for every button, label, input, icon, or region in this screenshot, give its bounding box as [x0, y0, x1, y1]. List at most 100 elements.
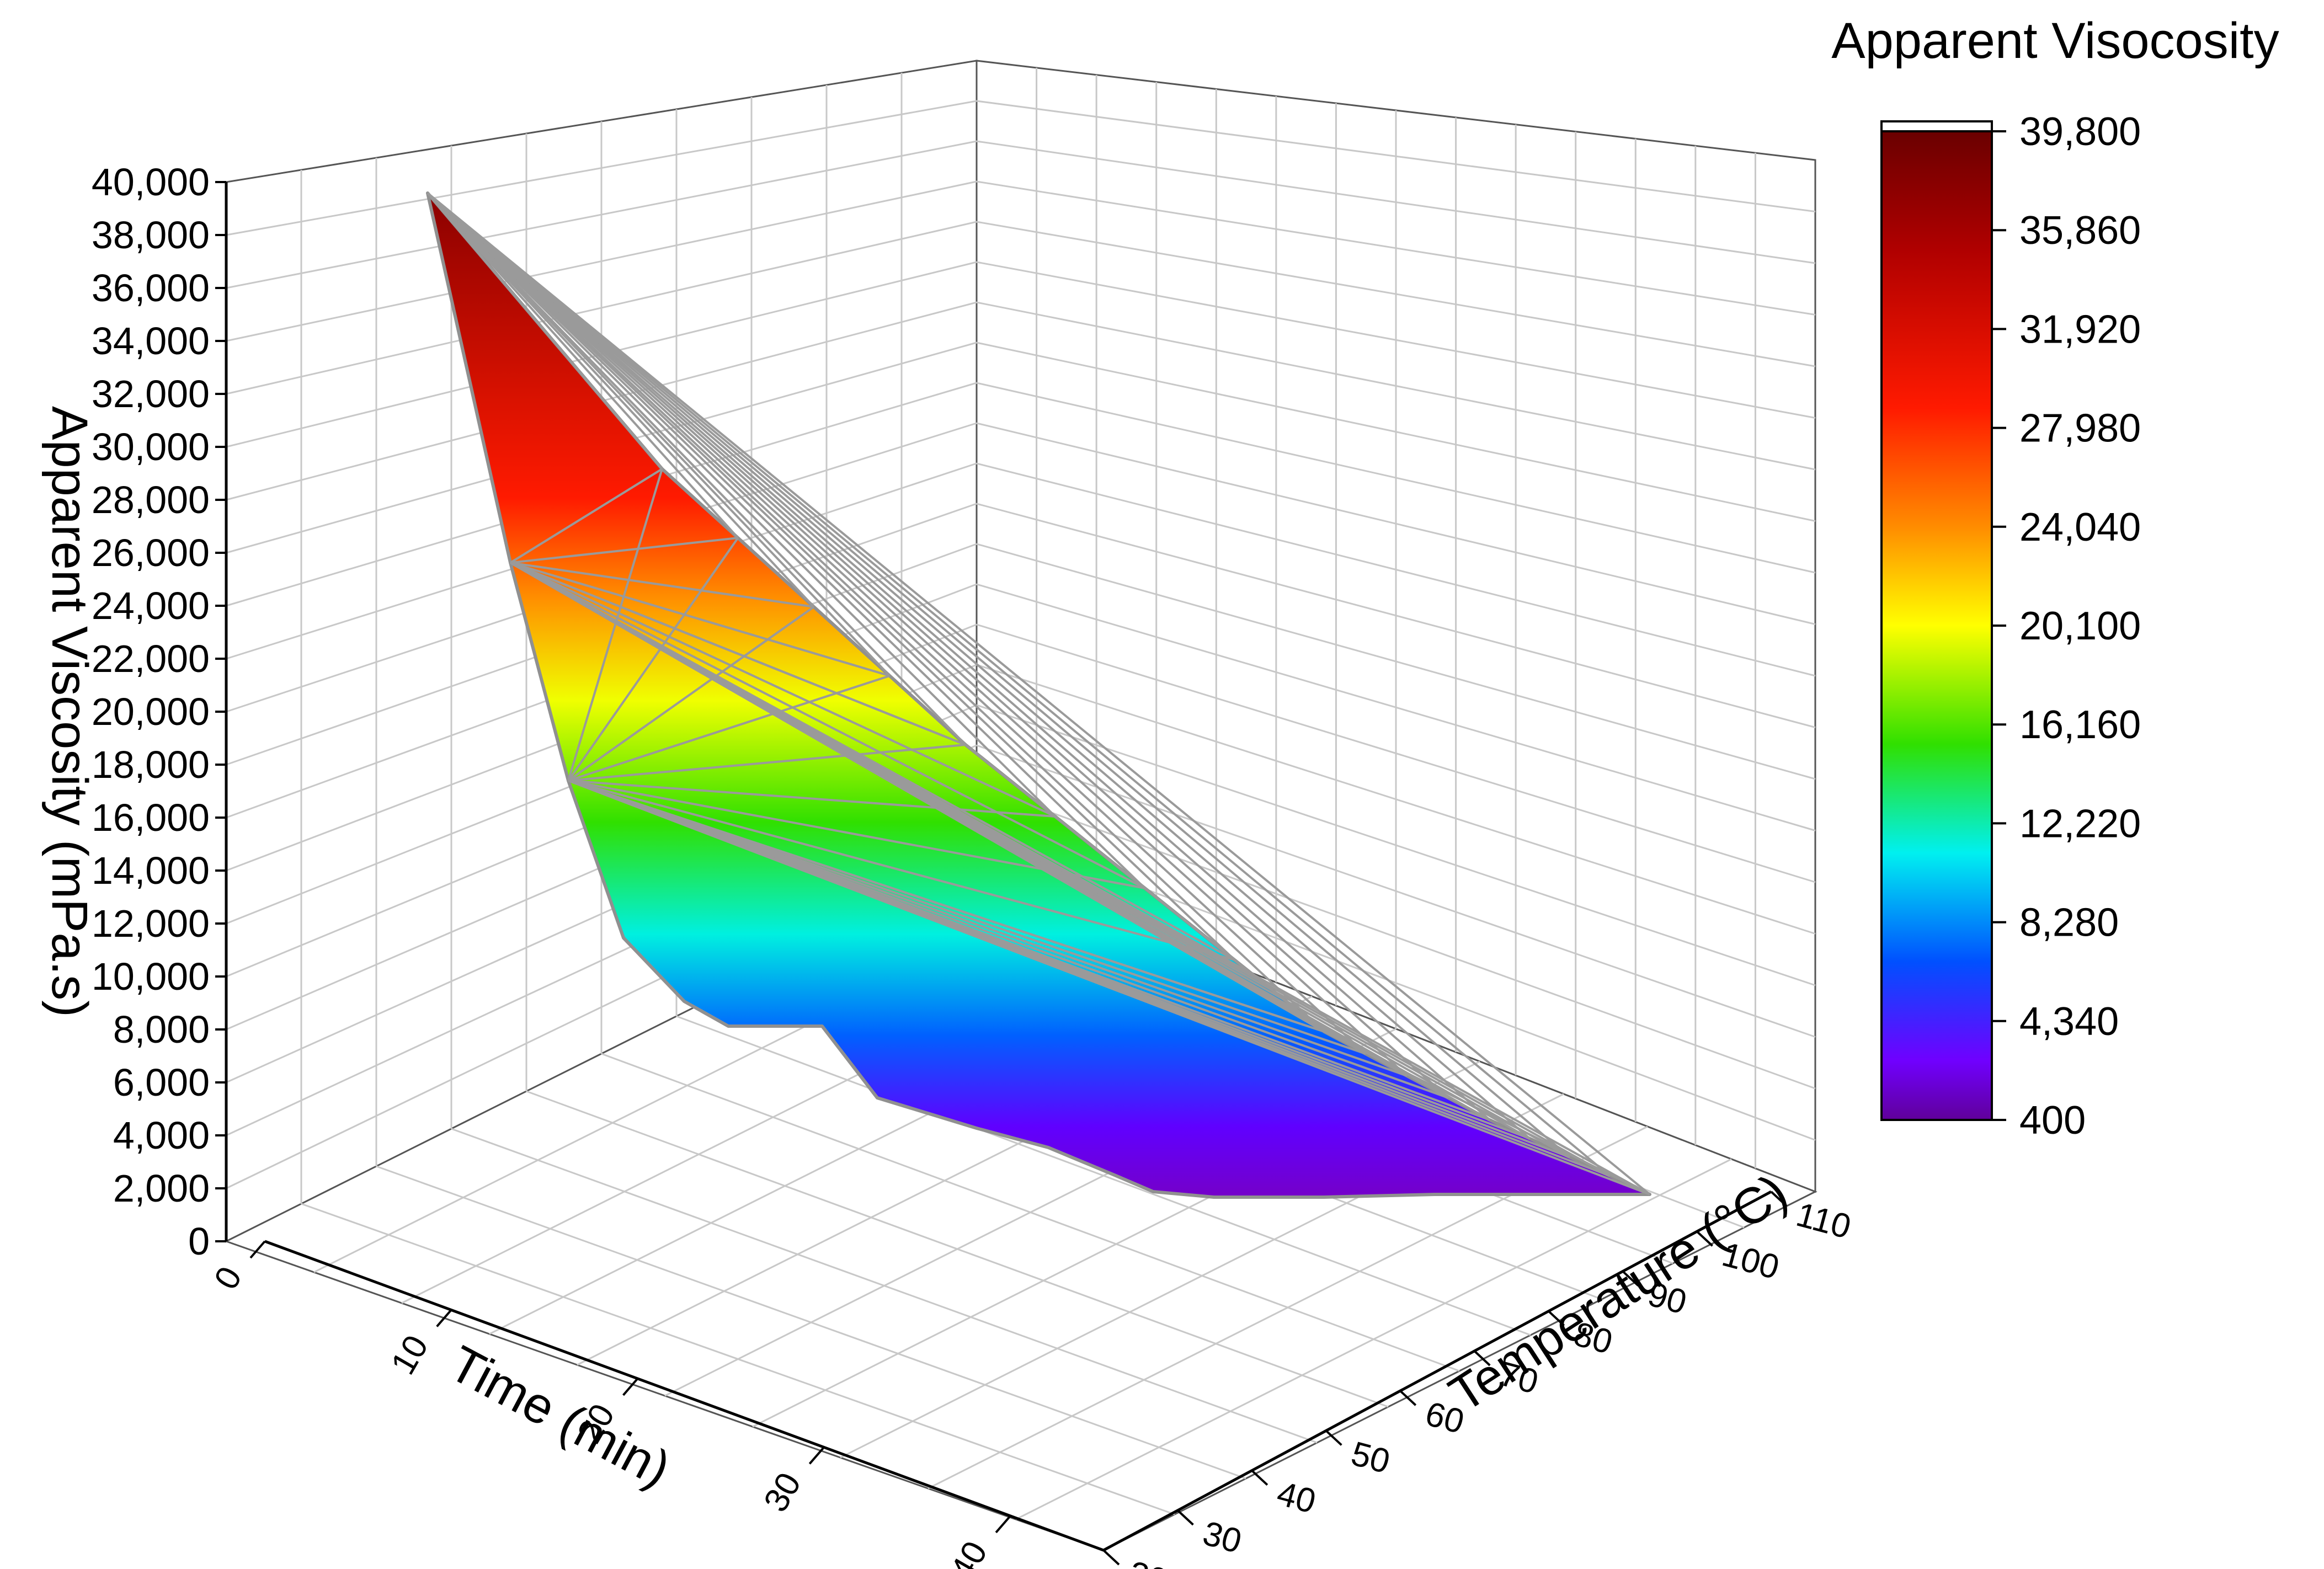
z-tick-label: 12,000: [92, 902, 210, 945]
z-tick-label: 26,000: [92, 531, 210, 574]
colorbar-tick-label: 16,160: [2019, 703, 2141, 747]
colorbar-tick-label: 12,220: [2019, 802, 2141, 846]
mesh-line-39: [568, 780, 1056, 818]
mesh-line-16: [427, 192, 1651, 1196]
z-tick-label: 2,000: [113, 1167, 210, 1210]
mesh-line-43: [568, 780, 1366, 1055]
mesh-line-38: [568, 744, 966, 782]
y-tick-mark-7: [1622, 1270, 1639, 1287]
mesh-line-41: [568, 780, 1235, 961]
x-tick-label: 30: [756, 1466, 808, 1518]
y-tick-label: 50: [1347, 1434, 1394, 1481]
y-tick-mark-2: [1251, 1470, 1268, 1486]
z-tick-label: 24,000: [92, 584, 210, 627]
colorbar: Apparent Visocosity 39,800 35,860 31,920 27…: [1831, 13, 2279, 1143]
x-tick-label: 40: [943, 1535, 995, 1569]
colorbar-tick-label: 35,860: [2019, 209, 2141, 253]
x-tick-mark-4: [995, 1515, 1011, 1534]
mesh-line-19: [510, 562, 814, 608]
z-tick-label: 4,000: [113, 1114, 210, 1157]
z-tick-label: 34,000: [92, 319, 210, 362]
colorbar-tick-label: 8,280: [2019, 901, 2119, 945]
y-tick-mark-5: [1473, 1350, 1491, 1367]
y-tick-label: 40: [1273, 1474, 1319, 1520]
z-tick-label: 22,000: [92, 637, 210, 680]
x-tick-label: 0: [207, 1261, 249, 1296]
mesh-line-34: [567, 468, 663, 781]
y-tick-mark-1: [1177, 1509, 1194, 1526]
z-tick-label: 0: [188, 1220, 210, 1263]
mesh-line-23: [510, 562, 1145, 889]
gridline-73: [601, 1053, 1460, 1372]
mesh-line-7: [427, 192, 1235, 961]
mesh-line-4: [427, 192, 967, 746]
z-tick-label: 16,000: [92, 796, 210, 839]
y-axis-line: [1102, 1190, 1772, 1552]
y-tick-mark-3: [1325, 1429, 1342, 1446]
mesh-line-8: [427, 192, 1325, 1033]
mesh-line-5: [427, 192, 1056, 818]
gridline-70: [376, 1165, 1246, 1480]
y-tick-mark-8: [1696, 1230, 1713, 1247]
colorbar-tick-label: 39,800: [2019, 110, 2141, 154]
colorbar-tick-label: 27,980: [2019, 407, 2141, 451]
mesh-line-40: [568, 780, 1145, 889]
mesh-line-44: [568, 780, 1408, 1077]
x-axis-line: [264, 1240, 1104, 1552]
x-tick-mark-0: [249, 1240, 266, 1259]
mesh-line-50: [568, 780, 1650, 1196]
gridline-71: [451, 1128, 1318, 1444]
gridline-69: [301, 1203, 1175, 1515]
y-tick-mark-6: [1548, 1310, 1565, 1327]
mesh-line-1: [427, 192, 739, 539]
mesh-line-10: [427, 192, 1408, 1077]
surface-mesh: [427, 192, 1651, 1196]
colorbar-gradient: [1880, 130, 1993, 1121]
colorbar-tick-label: 400: [2019, 1098, 2086, 1143]
z-tick-label: 28,000: [92, 478, 210, 521]
mesh-line-12: [427, 192, 1491, 1121]
colorbar-tick-label: 4,340: [2019, 1000, 2119, 1044]
x-tick-mark-2: [622, 1378, 639, 1396]
mesh-line-18: [510, 537, 738, 564]
colorbar-tick-label: 31,920: [2019, 307, 2141, 351]
y-tick-mark-4: [1399, 1390, 1417, 1406]
colorbar-ticks: 39,800 35,860 31,920 27,980 24,040 20,100 16,1…: [1992, 110, 2141, 1143]
mesh-line-11: [427, 192, 1449, 1099]
mesh-line-2: [427, 192, 815, 608]
y-tick-mark-9: [1770, 1191, 1788, 1207]
y-tick-label: 20: [1124, 1554, 1171, 1569]
colorbar-tick-label: 24,040: [2019, 505, 2141, 549]
mesh-line-51: [510, 562, 1325, 1033]
z-tick-label: 20,000: [92, 690, 210, 733]
x-tick-label: 10: [384, 1329, 436, 1381]
z-tick-label: 18,000: [92, 743, 210, 786]
y-axis-ticks: 2030405060708090100110: [1102, 1191, 1855, 1569]
mesh-line-22: [510, 562, 1056, 818]
mesh-line-9: [427, 192, 1367, 1055]
mesh-line-6: [427, 192, 1146, 889]
colorbar-top-cap: [1880, 120, 1993, 132]
mesh-line-14: [427, 192, 1571, 1159]
z-axis-ticks: 0 2,000 4,000 6,000 8,000 10,000 12,000 14,000 1…: [92, 161, 226, 1263]
z-tick-label: 6,000: [113, 1061, 210, 1104]
mesh-line-20: [510, 562, 891, 677]
mesh-line-17: [509, 468, 663, 564]
x-tick-mark-3: [808, 1447, 825, 1465]
z-tick-label: 36,000: [92, 266, 210, 309]
colorbar-tick-label: 20,100: [2019, 604, 2141, 648]
mesh-line-52: [568, 780, 1650, 1196]
z-tick-label: 30,000: [92, 425, 210, 468]
z-axis-title: Apparent Viscosity (mPa.s): [41, 406, 98, 1017]
mesh-line-35: [567, 537, 739, 782]
x-tick-mark-1: [436, 1309, 452, 1327]
z-tick-label: 14,000: [92, 849, 210, 892]
mesh-line-0: [427, 192, 663, 470]
z-tick-label: 40,000: [92, 161, 210, 204]
gridline-72: [526, 1090, 1389, 1408]
mesh-line-36: [567, 606, 815, 782]
z-tick-label: 38,000: [92, 214, 210, 257]
gridline-74: [676, 1015, 1531, 1336]
colorbar-title: Apparent Visocosity: [1831, 13, 2279, 69]
